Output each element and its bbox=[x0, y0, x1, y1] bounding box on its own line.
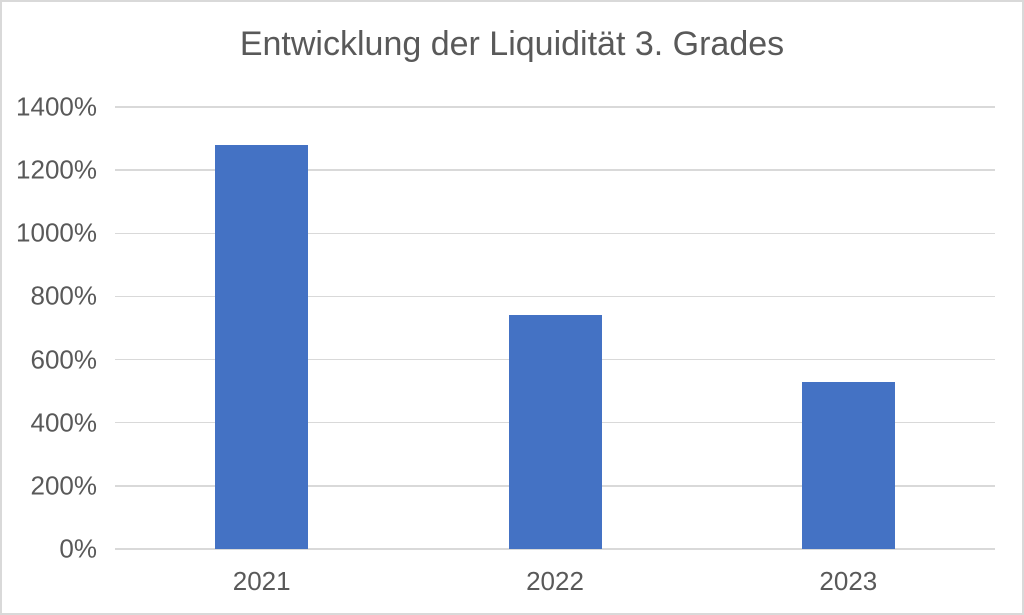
x-axis: 2021 2022 2023 bbox=[115, 566, 995, 598]
y-axis-tick-label: 800% bbox=[30, 280, 98, 311]
bar-2022 bbox=[508, 315, 602, 549]
x-axis-label: 2023 bbox=[819, 566, 878, 596]
plot-area bbox=[115, 106, 995, 550]
chart-title: Entwicklung der Liquidität 3. Grades bbox=[239, 25, 785, 63]
y-axis-tick-label: 400% bbox=[30, 407, 98, 438]
bar-2023 bbox=[801, 381, 895, 549]
gridline bbox=[115, 295, 995, 298]
gridline bbox=[115, 169, 995, 171]
gridline bbox=[115, 548, 995, 550]
gridline bbox=[115, 106, 995, 108]
y-axis: 0% 200% 400% 600% 800% 1000% 1200% 1400% bbox=[2, 92, 98, 564]
x-axis-label: 2021 bbox=[232, 566, 291, 596]
x-axis-label: 2022 bbox=[526, 566, 584, 596]
y-axis-tick-label: 0% bbox=[59, 533, 97, 564]
y-axis-tick-label: 1200% bbox=[16, 154, 97, 185]
y-axis-tick-label: 200% bbox=[30, 470, 98, 501]
y-axis-tick-label: 1400% bbox=[16, 91, 97, 122]
y-axis-tick-label: 600% bbox=[30, 344, 98, 375]
y-axis-tick-label: 1000% bbox=[16, 217, 97, 248]
bar-2021 bbox=[215, 144, 309, 549]
gridline bbox=[115, 232, 995, 235]
